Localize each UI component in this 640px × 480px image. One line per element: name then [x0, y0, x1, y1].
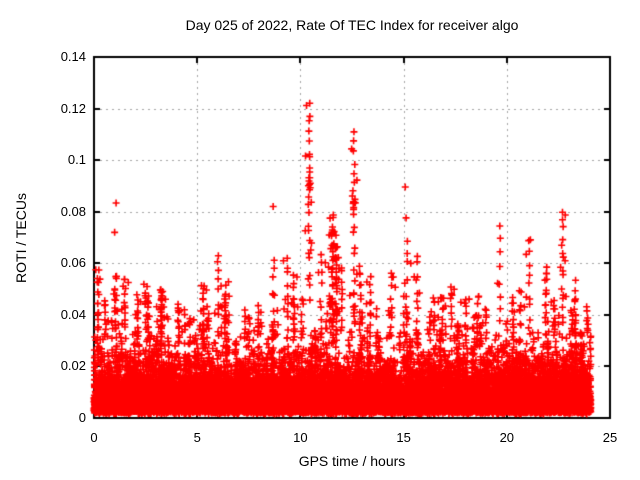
x-tick-label: 10: [293, 430, 308, 445]
x-tick-label: 20: [499, 430, 515, 445]
y-tick-label: 0.04: [60, 306, 86, 322]
y-tick-label: 0.12: [60, 100, 86, 116]
y-tick-label: 0.14: [60, 49, 86, 64]
y-tick-label: 0.08: [60, 203, 86, 219]
x-tick-label: 25: [602, 430, 618, 445]
x-tick-label: 0: [90, 430, 98, 445]
y-tick-label: 0: [78, 410, 86, 425]
y-tick-label: 0.1: [67, 152, 86, 168]
y-tick-label: 0.06: [60, 255, 86, 271]
x-tick-label: 15: [396, 430, 411, 445]
chart-title: Day 025 of 2022, Rate Of TEC Index for r…: [185, 17, 519, 33]
x-axis-label: GPS time / hours: [298, 453, 406, 469]
y-tick-label: 0.02: [60, 358, 86, 374]
x-tick-label: 5: [193, 430, 201, 445]
